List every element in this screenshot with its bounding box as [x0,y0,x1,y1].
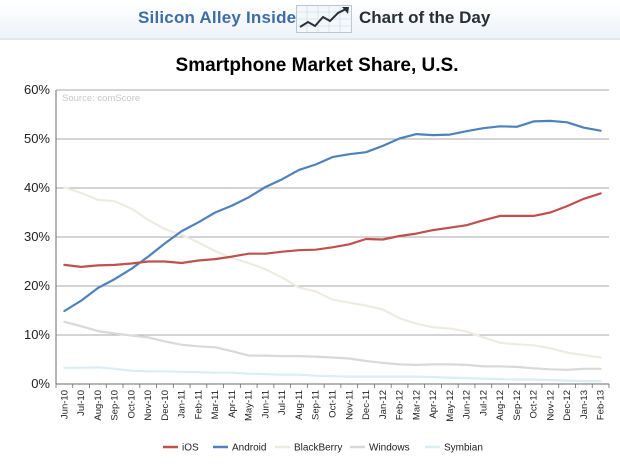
x-tick-label: Jul-10 [76,390,87,416]
legend-label-blackberry: BlackBerry [294,443,342,454]
y-tick-label: 40% [24,180,50,195]
x-tick-label: Apr-11 [227,390,238,418]
trend-chart-icon [296,5,352,33]
legend-label-windows: Windows [369,443,410,454]
x-tick-label: Sep-10 [110,390,121,421]
x-tick-label: Jul-11 [277,390,288,415]
x-tick-label: Jan-12 [378,390,389,419]
x-tick-label: Jun-11 [260,390,271,418]
x-tick-label: Oct-11 [328,390,339,418]
series-line-ios [63,192,602,268]
x-tick-label: Aug-11 [294,390,305,420]
brand-name: Silicon Alley Insider [138,8,304,27]
source-note: Source: comScore [62,93,140,104]
x-tick-label: Sep-12 [512,390,523,421]
x-tick-label: Dec-12 [562,390,573,421]
x-tick-label: Nov-12 [545,390,556,421]
line-chart: Smartphone Market Share, U.S. 0% 10% 20% 30… [24,55,610,454]
x-tick-label: May-11 [244,390,255,421]
y-tick-label: 20% [24,278,50,293]
x-tick-label: Dec-10 [160,390,171,421]
x-tick-label: Feb-11 [193,390,204,419]
series-line-symbian [63,366,602,383]
x-tick-label: Nov-10 [143,390,154,421]
y-tick-label: 30% [24,229,50,244]
x-tick-label: Jun-10 [59,390,70,419]
x-tick-label: Oct-12 [529,390,540,419]
x-tick-label: Aug-10 [93,390,104,421]
legend-label-android: Android [232,443,266,454]
series-line-blackberry [63,186,602,359]
x-tick-label: Oct-10 [126,390,137,419]
y-tick-label: 60% [24,82,50,97]
header-banner: Silicon Alley Insider Chart of the Day [0,0,620,40]
x-tick-label: Jul-12 [478,390,489,416]
series-line-android [63,119,602,313]
chart-title: Smartphone Market Share, U.S. [176,55,459,76]
x-tick-label: Jan-13 [579,390,590,419]
series-line-windows [63,320,602,371]
x-tick-label: Sep-11 [311,390,322,420]
y-tick-label: 0% [31,376,50,391]
x-tick-label: Nov-11 [344,390,355,420]
x-tick-label: Apr-12 [428,390,439,419]
x-tick-label: Feb-13 [596,390,607,420]
x-tick-label: May-12 [445,390,456,422]
legend-label-symbian: Symbian [444,443,483,454]
section-title: Chart of the Day [359,8,491,27]
x-tick-label: Mar-11 [210,390,221,419]
y-tick-label: 50% [24,131,50,146]
x-tick-label: Mar-12 [411,390,422,420]
x-tick-label: Dec-11 [361,390,372,420]
legend-label-ios: iOS [182,443,199,454]
x-tick-label: Jan-11 [177,390,188,418]
x-tick-label: Feb-12 [395,390,406,420]
x-tick-label: Aug-12 [495,390,506,421]
y-tick-label: 10% [24,327,50,342]
x-tick-label: Jun-12 [462,390,473,419]
